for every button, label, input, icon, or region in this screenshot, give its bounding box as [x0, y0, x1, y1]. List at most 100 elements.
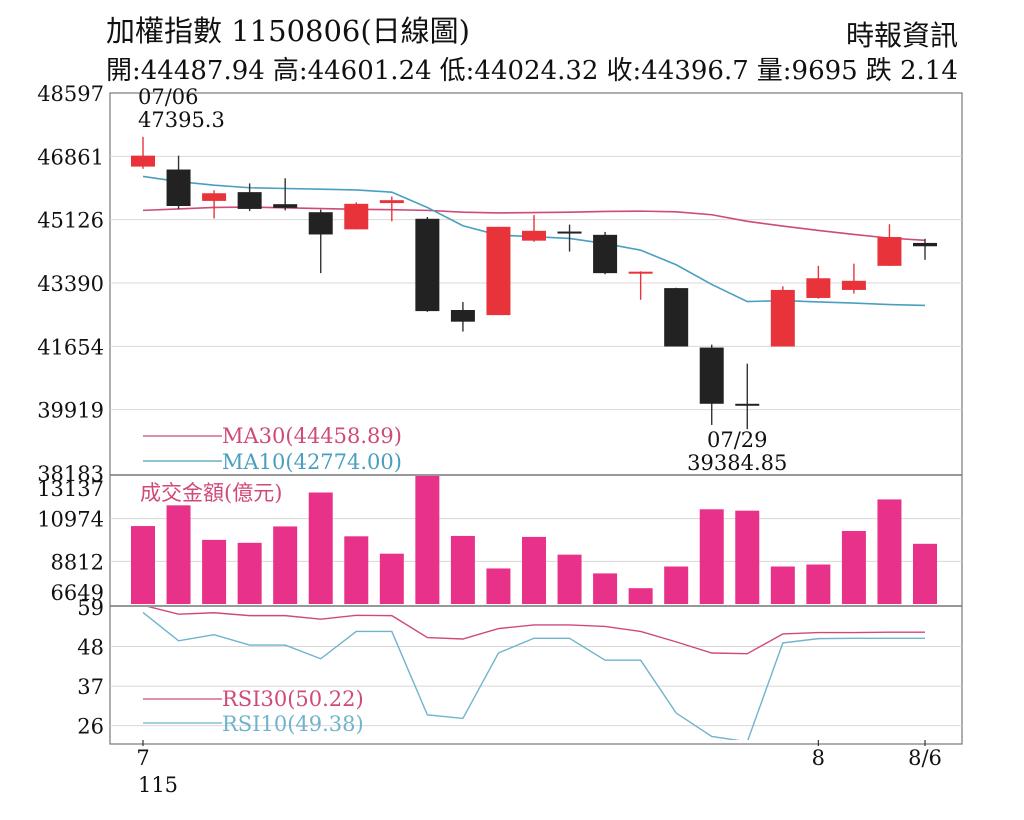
candle	[202, 190, 227, 219]
candle	[913, 238, 937, 260]
candle-body	[273, 204, 298, 208]
candle-body	[664, 288, 689, 347]
annotation-date: 07/29	[707, 428, 768, 452]
volume-bar	[379, 553, 404, 604]
candle	[450, 301, 475, 332]
candle-body	[450, 310, 475, 322]
candle	[699, 344, 724, 425]
volume-bar	[841, 530, 866, 604]
volume-bar	[166, 505, 191, 604]
candle	[379, 196, 404, 222]
volume-bar	[202, 539, 227, 604]
candle	[557, 224, 582, 252]
candle	[131, 136, 155, 169]
summary-close: 收:44396.7	[606, 56, 749, 86]
volume-bar	[273, 526, 298, 604]
candle-body	[237, 192, 262, 209]
candle	[486, 226, 511, 316]
candle	[593, 231, 618, 275]
candle	[735, 363, 760, 430]
annotation-value: 47395.3	[138, 108, 225, 132]
volume-bar	[415, 476, 440, 604]
ohlc-summary: 開:44487.94 高:44601.24 低:44024.32 收:44396.7 量…	[106, 50, 966, 87]
candle	[308, 209, 333, 274]
ma30-legend: MA30(44458.89)	[222, 424, 402, 448]
volume-bar	[237, 542, 262, 604]
volume-tick-label: 6649	[51, 581, 104, 605]
summary-change: 跌 2.14	[865, 56, 958, 86]
volume-title: 成交金額(億元)	[140, 481, 282, 505]
candle	[415, 216, 440, 312]
chart-title: 加權指數 1150806(日線圖)	[106, 14, 471, 48]
x-tick-sublabel: 115	[138, 773, 178, 797]
volume-tick-label: 13137	[37, 477, 104, 501]
volume-bar	[450, 535, 475, 604]
price-tick-label: 46861	[37, 145, 104, 169]
chart-frame	[109, 92, 963, 745]
rsi-tick-label: 48	[77, 636, 104, 660]
candle	[806, 265, 831, 299]
rsi-tick-label: 37	[77, 675, 104, 699]
volume-bar	[735, 510, 760, 604]
summary-low: 低:44024.32	[439, 56, 599, 86]
volume-bar	[699, 509, 724, 604]
x-tick-label: 8/6	[908, 746, 942, 770]
price-tick-label: 48597	[37, 82, 104, 106]
rsi10-line	[142, 611, 925, 740]
candle-body	[557, 231, 582, 234]
candle	[166, 155, 191, 209]
rsi30-line	[147, 607, 925, 655]
ma10-legend: MA10(42774.00)	[222, 450, 402, 474]
volume-bar	[522, 536, 546, 604]
price-tick-label: 39919	[37, 399, 104, 423]
volume-bar	[593, 573, 618, 604]
rsi-tick-label: 26	[77, 715, 104, 739]
candle-body	[522, 230, 546, 241]
annotation-date: 07/06	[138, 85, 199, 109]
annotation-value: 39384.85	[687, 451, 787, 475]
candle-body	[628, 271, 653, 274]
candle	[877, 224, 902, 266]
volume-bar	[131, 526, 155, 604]
candle	[841, 263, 866, 294]
candle-body	[379, 200, 404, 204]
candle-body	[166, 169, 191, 207]
candle-body	[486, 226, 511, 316]
candle-body	[735, 403, 760, 406]
price-tick-label: 41654	[37, 335, 104, 359]
candle	[522, 215, 546, 242]
volume-bar	[486, 568, 511, 604]
candle-body	[308, 212, 333, 235]
volume-bar	[557, 554, 582, 604]
candle-body	[877, 237, 902, 266]
candle	[664, 287, 689, 347]
candle-body	[344, 203, 369, 230]
candle-body	[131, 155, 155, 167]
price-tick-label: 43390	[37, 272, 104, 296]
candle-body	[202, 193, 227, 201]
candle-body	[806, 278, 831, 298]
x-tick-label: 8	[812, 746, 825, 770]
volume-bar	[308, 492, 333, 604]
volume-bar	[628, 588, 653, 604]
candle-body	[415, 218, 440, 312]
source-label: 時報資訊	[845, 19, 958, 52]
volume-bar	[664, 566, 689, 604]
candle	[770, 286, 795, 347]
candle	[237, 183, 262, 212]
rsi-tick-label: 59	[77, 596, 104, 620]
candle	[344, 202, 369, 230]
price-tick-label: 38183	[37, 462, 104, 486]
candle-body	[841, 280, 866, 290]
candle-body	[770, 289, 795, 347]
candle	[628, 271, 653, 300]
volume-bar	[877, 499, 902, 604]
volume-bar	[913, 543, 937, 604]
candle-body	[913, 242, 937, 247]
rsi30-legend: RSI30(50.22)	[222, 687, 364, 711]
volume-tick-label: 8812	[51, 550, 104, 574]
candle	[273, 178, 298, 211]
volume-bar	[806, 564, 831, 604]
candle-body	[593, 234, 618, 274]
